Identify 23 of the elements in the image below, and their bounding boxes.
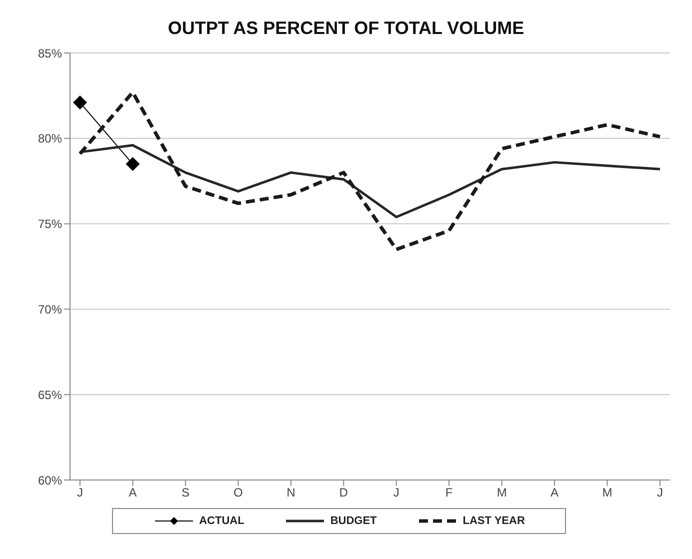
- x-tick-label: J: [77, 486, 83, 500]
- x-tick-label: M: [496, 486, 507, 500]
- line-series: [78, 90, 662, 252]
- legend-label: LAST YEAR: [462, 515, 525, 527]
- x-tick-label: O: [234, 486, 243, 500]
- y-tick-label: 85%: [38, 46, 62, 60]
- x-tick-label: N: [286, 486, 296, 500]
- x-tick-label: J: [657, 486, 663, 500]
- y-tick-label: 60%: [38, 473, 62, 488]
- y-tick-label: 70%: [38, 302, 62, 316]
- x-tick-label: A: [550, 486, 559, 500]
- y-tick-label: 65%: [38, 388, 62, 402]
- legend-label: BUDGET: [330, 515, 377, 527]
- y-tick-label: 75%: [38, 217, 62, 232]
- x-tick-label: M: [602, 486, 612, 500]
- x-tick-label: A: [128, 486, 137, 500]
- x-tick-label: F: [445, 486, 453, 500]
- x-tick-label: S: [181, 486, 190, 500]
- x-tick-label: J: [393, 486, 400, 500]
- y-tick-label: 80%: [38, 132, 62, 146]
- legend-label: ACTUAL: [199, 515, 244, 527]
- x-tick-label: D: [339, 486, 348, 500]
- chart-title: OUTPT AS PERCENT OF TOTAL VOLUME: [166, 17, 526, 39]
